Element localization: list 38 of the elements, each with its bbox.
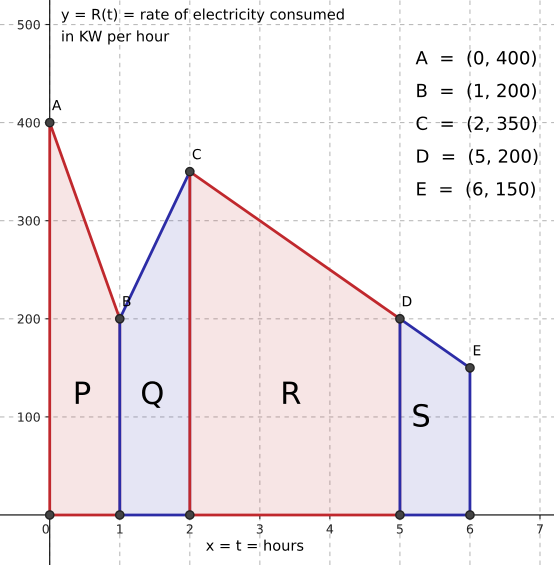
point [465, 362, 475, 373]
annotation: B = (1, 200) [417, 83, 536, 100]
annotation: Q [142, 381, 163, 408]
annotation: S [413, 404, 430, 427]
annotation: A = (0, 400) [416, 50, 536, 67]
x-axis-title: x = t = hours [206, 540, 304, 551]
x-tick-label: 2 [186, 524, 193, 534]
annotation: D = (5, 200) [417, 148, 538, 165]
y-tick-label: 100 [18, 412, 40, 422]
point [395, 510, 405, 520]
y-tick-label: 400 [17, 118, 40, 128]
x-tick-label: 4 [326, 524, 334, 534]
x-tick-label: 7 [537, 524, 543, 534]
annotation: R [283, 382, 301, 404]
point [114, 510, 125, 520]
point [44, 118, 55, 128]
annotation: E [474, 345, 480, 356]
y-tick-label: 500 [18, 20, 40, 30]
x-tick-label: 6 [466, 524, 474, 534]
annotation: E = (6, 150) [417, 182, 535, 198]
x-tick-label: 1 [117, 524, 123, 534]
x-tick-label: 5 [396, 524, 403, 534]
text: y = R(t) = rate of electricity consumed in KW per hour [61, 8, 344, 44]
point [184, 166, 195, 177]
annotation: C = (2, 350) [416, 116, 536, 132]
annotation: P [76, 382, 90, 404]
y-tick-label: 300 [18, 216, 40, 226]
point [44, 510, 55, 520]
point [184, 510, 195, 520]
point [395, 314, 405, 324]
y-tick-label: 200 [18, 314, 40, 324]
x-tick-label: 3 [256, 524, 263, 534]
point [465, 510, 475, 520]
annotation: A [52, 100, 62, 110]
annotation: D [402, 296, 412, 306]
point [114, 314, 125, 324]
annotation: C [192, 148, 201, 160]
x-tick-label: 0 [42, 524, 49, 534]
